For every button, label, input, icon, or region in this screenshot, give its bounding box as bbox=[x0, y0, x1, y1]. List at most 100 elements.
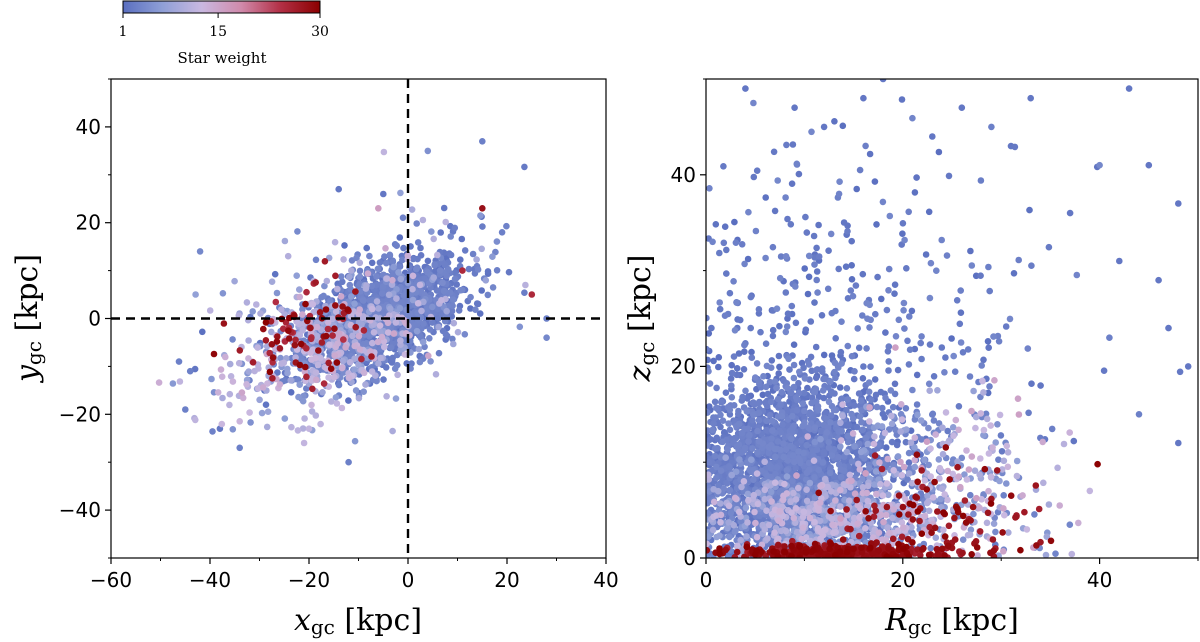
data-point bbox=[482, 277, 490, 284]
data-point bbox=[287, 389, 295, 396]
data-point bbox=[957, 287, 964, 294]
data-point bbox=[933, 267, 940, 275]
data-point bbox=[865, 465, 873, 472]
data-point bbox=[339, 303, 346, 310]
data-point bbox=[363, 340, 370, 347]
data-point bbox=[747, 293, 755, 301]
data-point bbox=[1073, 271, 1081, 279]
data-point bbox=[779, 421, 786, 429]
data-point bbox=[442, 218, 450, 226]
data-point bbox=[236, 418, 243, 425]
data-point bbox=[827, 378, 834, 385]
data-point bbox=[351, 437, 359, 445]
data-point bbox=[970, 510, 977, 518]
data-point bbox=[424, 147, 432, 155]
y-tick-label: −40 bbox=[59, 498, 101, 522]
data-point bbox=[448, 307, 456, 315]
data-point bbox=[736, 316, 744, 324]
data-point bbox=[835, 453, 842, 461]
data-point bbox=[413, 265, 420, 273]
data-point bbox=[883, 306, 891, 314]
data-point bbox=[735, 441, 743, 448]
data-point bbox=[1031, 511, 1038, 518]
data-point bbox=[888, 438, 896, 446]
data-point bbox=[854, 325, 861, 332]
data-point bbox=[437, 229, 445, 236]
data-point bbox=[297, 340, 305, 348]
data-point bbox=[818, 365, 826, 372]
data-point bbox=[505, 268, 513, 276]
data-point bbox=[397, 337, 404, 344]
data-point bbox=[877, 388, 885, 396]
data-point bbox=[808, 394, 816, 401]
data-point bbox=[784, 215, 791, 223]
data-point bbox=[803, 441, 810, 449]
data-point bbox=[521, 289, 528, 297]
data-point bbox=[285, 335, 293, 342]
data-point bbox=[839, 122, 847, 130]
data-point bbox=[959, 349, 967, 356]
data-point bbox=[856, 413, 864, 420]
data-point bbox=[175, 358, 183, 365]
data-point bbox=[930, 417, 938, 424]
data-point bbox=[770, 148, 778, 156]
data-point bbox=[831, 118, 838, 125]
data-point bbox=[399, 299, 406, 306]
data-point bbox=[382, 245, 389, 252]
data-point bbox=[427, 358, 434, 365]
data-point bbox=[528, 291, 536, 298]
data-point bbox=[400, 244, 407, 252]
data-point bbox=[381, 343, 388, 351]
data-point bbox=[247, 419, 254, 426]
data-point bbox=[473, 256, 480, 263]
data-point bbox=[768, 417, 776, 425]
data-point bbox=[408, 360, 415, 367]
data-point bbox=[750, 411, 757, 419]
data-point bbox=[1066, 521, 1074, 528]
data-point bbox=[838, 360, 845, 367]
data-point bbox=[263, 423, 271, 431]
data-point bbox=[706, 499, 711, 507]
data-point bbox=[716, 305, 724, 313]
data-point bbox=[776, 363, 783, 371]
data-point bbox=[925, 208, 933, 216]
data-point bbox=[192, 291, 199, 298]
data-point bbox=[769, 427, 776, 434]
right-scatter-points bbox=[706, 79, 1192, 558]
data-point bbox=[885, 287, 892, 294]
data-point bbox=[769, 243, 777, 251]
data-point bbox=[824, 424, 832, 431]
data-point bbox=[706, 356, 711, 364]
data-point bbox=[498, 229, 506, 236]
data-point bbox=[780, 440, 787, 447]
data-point bbox=[745, 208, 752, 216]
data-point bbox=[440, 287, 448, 295]
data-point bbox=[855, 390, 863, 397]
data-point bbox=[967, 247, 974, 255]
data-point bbox=[321, 282, 328, 290]
data-point bbox=[1176, 368, 1184, 376]
data-point bbox=[357, 288, 364, 295]
data-point bbox=[879, 198, 887, 206]
data-point bbox=[782, 252, 790, 260]
data-point bbox=[706, 554, 710, 558]
data-point bbox=[338, 273, 345, 280]
data-point bbox=[322, 332, 330, 340]
data-point bbox=[774, 438, 782, 445]
data-point bbox=[741, 348, 748, 356]
data-point bbox=[815, 253, 823, 260]
data-point bbox=[726, 463, 733, 471]
data-point bbox=[790, 361, 798, 369]
data-point bbox=[772, 453, 779, 461]
data-point bbox=[917, 339, 924, 347]
data-point bbox=[379, 283, 387, 290]
data-point bbox=[711, 445, 719, 452]
data-point bbox=[375, 305, 382, 312]
data-point bbox=[317, 354, 324, 362]
data-point bbox=[858, 418, 865, 426]
data-point bbox=[900, 299, 908, 307]
data-point bbox=[380, 190, 387, 198]
data-point bbox=[489, 253, 496, 260]
data-point bbox=[873, 403, 881, 411]
